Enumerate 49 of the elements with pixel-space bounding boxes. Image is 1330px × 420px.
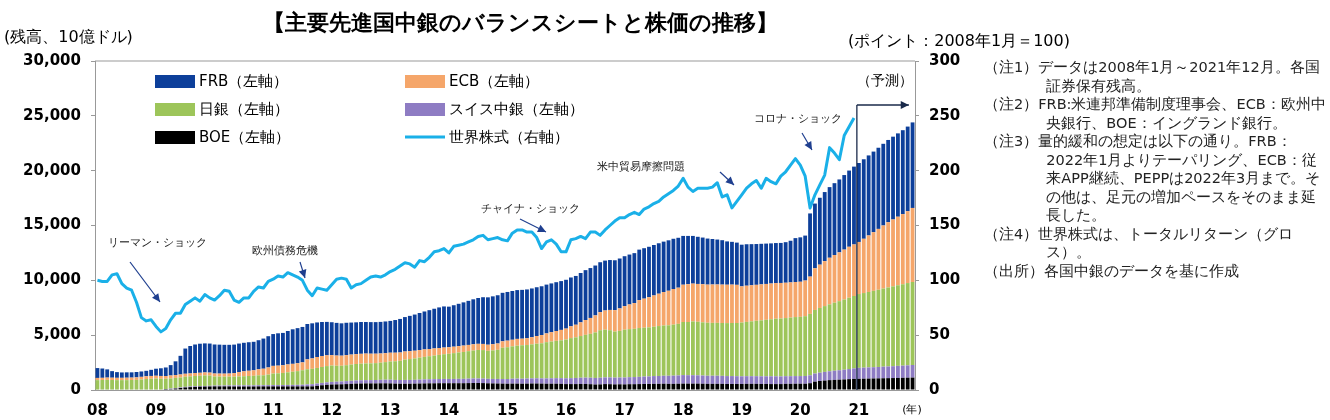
y-axis-title: (残高、10億ドル) — [4, 27, 133, 46]
x-tick-label: 21 — [848, 400, 870, 419]
legend-label: 世界株式（右軸） — [449, 127, 569, 146]
text: （出所）各国中銀のデータを基に作成 — [984, 261, 1240, 280]
y-tick-label: 15,000 — [23, 215, 81, 234]
chart-title: 【主要先進国中銀のバランスシートと株価の推移】 — [262, 10, 778, 35]
annotation: リーマン・ショック — [108, 236, 207, 249]
y-tick-label: 5,000 — [33, 325, 81, 344]
x-tick-label: 16 — [555, 400, 577, 419]
x-tick-label: 13 — [379, 400, 401, 419]
x-tick-label: 15 — [497, 400, 518, 419]
ref-line-label: （予測） — [856, 72, 913, 88]
y2-tick-label: 50 — [929, 325, 950, 344]
y2-tick-label: 200 — [929, 160, 961, 179]
x-tick-label: 12 — [321, 400, 343, 419]
annotation: チャイナ・ショック — [481, 202, 580, 215]
y2-tick-label: 250 — [929, 105, 961, 124]
x-tick-label: 19 — [731, 400, 753, 419]
text: （注1）データは2008年1月～2021年12月。各国証券保有残高。 — [984, 58, 1321, 95]
y2-tick-label: 0 — [929, 379, 940, 398]
x-tick-label: 08 — [87, 400, 108, 419]
y2-tick-label: 150 — [929, 215, 961, 234]
text: （注2）FRB:米連邦準備制度理事会、ECB：欧州中央銀行、BOE：イングランド銀行。 — [984, 95, 1327, 132]
legend-label: ECB（左軸） — [449, 71, 540, 90]
text: （注4）世界株式は、トータルリターン（グロス）。 — [984, 224, 1295, 262]
x-tick-label: 11 — [262, 400, 284, 419]
x-tick-label: 17 — [614, 400, 636, 419]
legend-label: 日銀（左軸） — [199, 99, 289, 118]
legend-label: BOE（左軸） — [199, 127, 291, 146]
y2-tick-label: 100 — [929, 270, 961, 289]
text: （注3）量的緩和の想定は以下の通り。FRB：2022年1月よりテーパリング、ECB：従来APP継続、PEPPは2022年3月まで。その他は、足元の増加ペースをそのまま延長した。 — [984, 132, 1322, 225]
annotation: コロナ・ショック — [754, 112, 842, 125]
legend-label: FRB（左軸） — [199, 71, 289, 90]
x-tick-label: 10 — [204, 400, 226, 419]
x-tick-label: 09 — [145, 400, 167, 419]
y-tick-label: 30,000 — [23, 50, 81, 69]
x-tick-label: 20 — [789, 400, 811, 419]
annotation: 欧州債務危機 — [252, 244, 318, 257]
x-axis-title: (年) — [902, 403, 922, 416]
y-tick-label: 0 — [70, 379, 81, 398]
y-tick-label: 20,000 — [23, 160, 81, 179]
y2-tick-label: 300 — [929, 50, 961, 69]
annotation: 米中貿易摩擦問題 — [597, 160, 685, 173]
y2-axis-title: (ポイント：2008年1月＝100) — [848, 31, 1070, 52]
x-tick-label: 14 — [438, 400, 460, 419]
x-tick-label: 18 — [672, 400, 694, 419]
y-tick-label: 10,000 — [23, 270, 81, 289]
legend-label: スイス中銀（左軸） — [449, 99, 584, 118]
y-tick-label: 25,000 — [23, 105, 81, 124]
